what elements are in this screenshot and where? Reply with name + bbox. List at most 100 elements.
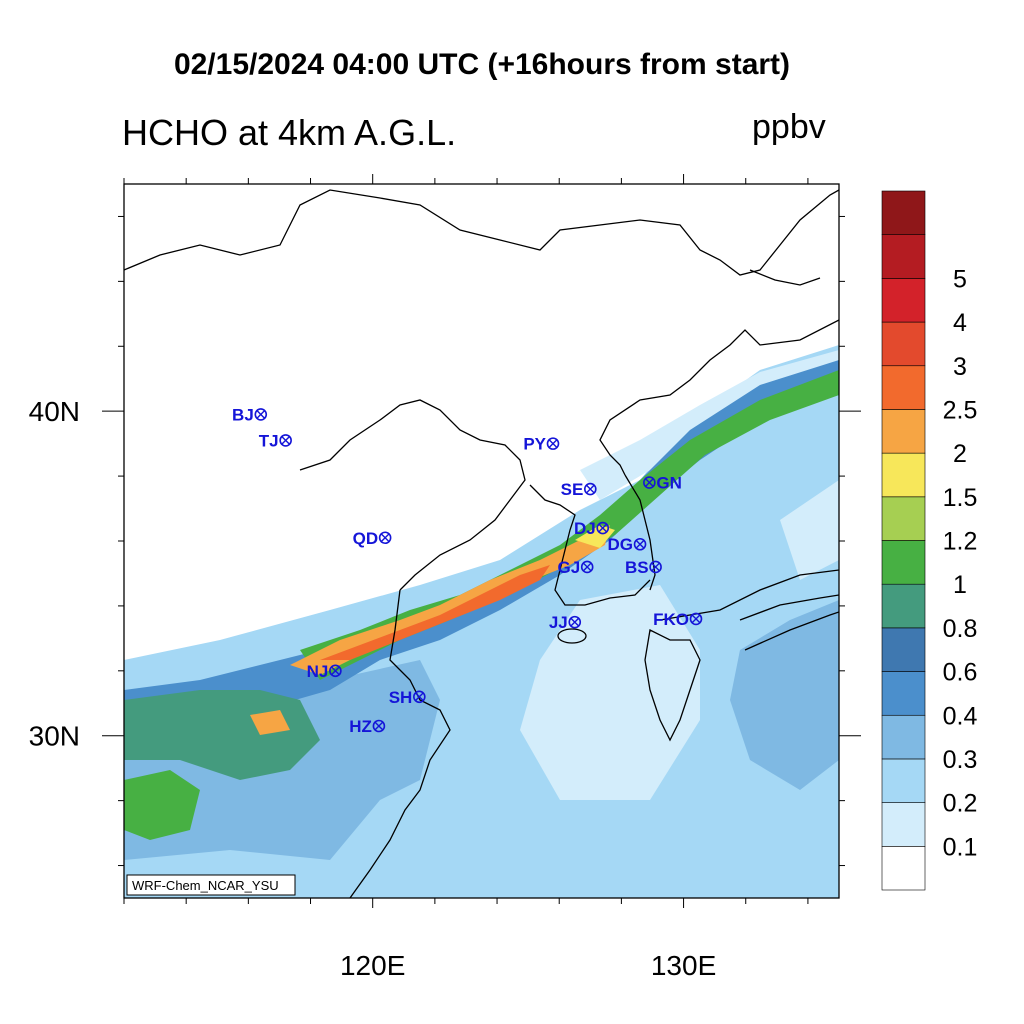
city-marker-tj: TJ — [259, 431, 292, 450]
city-cross-line — [548, 439, 558, 449]
coastline-bohai — [299, 399, 526, 591]
city-marker-py: PY — [523, 435, 560, 454]
coastlines — [124, 189, 839, 898]
city-label: DJ — [574, 519, 596, 538]
city-cross-circle-icon — [279, 434, 292, 447]
city-label: PY — [523, 435, 546, 454]
city-label: GJ — [558, 558, 581, 577]
field-level-0-2b — [520, 585, 700, 800]
colorbar-swatch — [881, 365, 926, 410]
coastline-shikoku — [739, 594, 839, 651]
city-label: TJ — [259, 431, 279, 450]
city-label: BJ — [232, 405, 254, 424]
colorbar-swatch — [881, 496, 926, 541]
y-tick-label: 40N — [29, 396, 80, 427]
colorbar-swatch — [881, 671, 926, 716]
city-label: FKO — [653, 610, 689, 629]
colorbar-swatch — [881, 409, 926, 454]
city-cross-circle-icon — [372, 719, 386, 733]
colorbar-swatch — [881, 583, 926, 629]
city-cross-line — [651, 562, 660, 572]
city-cross-circle-icon — [633, 537, 647, 551]
field-level-1b — [300, 370, 839, 680]
city-label: SH — [389, 688, 413, 707]
city-label: GN — [656, 474, 682, 493]
colorbar-label: 5 — [953, 265, 967, 293]
city-marker-hz: HZ — [349, 717, 386, 736]
colorbar-swatch — [881, 846, 926, 891]
city-cross-circle-icon — [643, 476, 656, 489]
colorbar-label: 0.2 — [943, 790, 978, 818]
field-level-2 — [320, 565, 550, 660]
colorbar-label: 0.1 — [943, 833, 978, 861]
city-cross-circle-icon — [580, 560, 594, 574]
city-cross-line — [585, 484, 595, 494]
city-cross-circle-icon — [584, 482, 597, 496]
city-cross-line — [380, 533, 390, 543]
variable-subtitle: HCHO at 4km A.G.L. — [122, 112, 457, 153]
coastline-east-china — [349, 589, 451, 898]
city-cross-circle-icon — [378, 531, 392, 545]
city-cross-line — [644, 478, 654, 487]
y-tick-label: 30N — [29, 721, 80, 752]
city-marker-se: SE — [561, 480, 597, 499]
city-cross-circle-icon — [568, 615, 582, 629]
city-label: QD — [353, 529, 379, 548]
city-markers: BJ TJ PY SE GN QD DJ DG GJ BS JJ FKO NJ SH HZ — [232, 405, 703, 736]
credit-box — [126, 874, 296, 896]
colorbar-swatch — [881, 627, 926, 672]
city-cross-line — [256, 410, 266, 419]
colorbar-label: 0.3 — [943, 746, 978, 774]
coastline-korea-west — [529, 484, 651, 606]
x-tick-label: 120E — [340, 950, 405, 981]
field-level-0-6 — [124, 360, 839, 725]
city-marker-nj: NJ — [307, 662, 342, 681]
colorbar-swatch — [881, 540, 926, 585]
city-label: NJ — [307, 662, 329, 681]
city-label: DG — [608, 535, 634, 554]
city-cross-circle-icon — [649, 560, 662, 574]
city-marker-sh: SH — [389, 688, 426, 707]
colorbar-swatch — [881, 452, 926, 498]
coastline-japan — [659, 569, 839, 621]
city-cross-line — [582, 562, 592, 572]
city-cross-line — [598, 523, 608, 533]
city-cross-line — [414, 692, 424, 702]
colorbar-swatch — [881, 278, 926, 323]
axis-ticks: 120E 130E 40N 30N — [29, 174, 861, 981]
colorbar-swatch — [881, 714, 926, 760]
city-label: BS — [625, 558, 649, 577]
concentration-field — [124, 184, 839, 898]
colorbar-label: 4 — [953, 309, 967, 337]
coastline-jeju — [557, 628, 587, 644]
colorbar-label: 2 — [953, 440, 967, 468]
city-cross-circle-icon — [596, 521, 610, 535]
city-marker-bs: BS — [625, 558, 662, 577]
colorbar: 0.1 0.2 0.3 0.4 0.6 0.8 1 1.2 1.5 2 2.5 3 4 5 — [881, 190, 978, 891]
city-marker-jj: JJ — [549, 613, 582, 632]
colorbar-label: 1.5 — [943, 484, 978, 512]
city-label: SE — [561, 480, 584, 499]
field-level-0-2c — [780, 480, 839, 580]
city-cross-line — [570, 617, 580, 627]
city-marker-qd: QD — [353, 529, 392, 548]
colorbar-label: 2.5 — [943, 396, 978, 424]
map-title: 02/15/2024 04:00 UTC (+16hours from star… — [173, 48, 791, 81]
colorbar-label: 0.4 — [943, 702, 978, 730]
city-cross-circle-icon — [546, 437, 560, 450]
units-subtitle: ppbv — [752, 108, 826, 146]
colorbar-label: 0.6 — [943, 659, 978, 687]
city-cross-line — [635, 539, 645, 549]
colorbar-swatch — [881, 234, 926, 279]
city-cross-circle-icon — [689, 612, 703, 626]
field-level-0-4b — [730, 600, 839, 790]
city-cross-line — [374, 721, 384, 731]
city-label: JJ — [549, 613, 568, 632]
colorbar-swatch — [881, 190, 926, 235]
model-credit: WRF-Chem_NCAR_YSU — [132, 878, 279, 893]
colorbar-label: 3 — [953, 353, 967, 381]
field-level-1 — [124, 770, 200, 840]
city-cross-line — [330, 666, 340, 676]
coastline-kyushu — [644, 629, 701, 742]
city-marker-dj: DJ — [574, 519, 610, 538]
